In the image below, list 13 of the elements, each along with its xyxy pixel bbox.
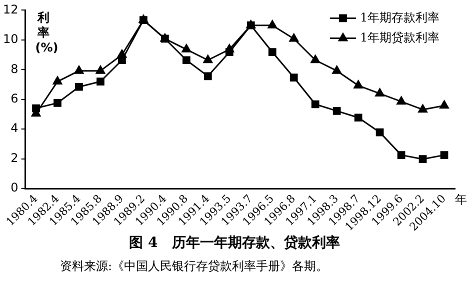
legend-label: 1年期贷款利率: [360, 30, 440, 44]
legend-label: 1年期存款利率: [360, 10, 440, 24]
y-axis-title: 利率(%): [35, 10, 58, 54]
y-tick-label: 2: [10, 150, 18, 165]
y-tick-label: 12: [2, 2, 18, 16]
text: 资料来源:《中国人民银行存贷款利率手册》各期。: [60, 258, 328, 275]
y-tick-label: 8: [10, 62, 18, 76]
y-tick-label: 6: [10, 91, 18, 106]
text: 图 4 历年一年期存款、贷款利率: [128, 234, 341, 252]
y-tick-label: 4: [10, 121, 18, 136]
y-tick-label: 0: [10, 180, 18, 195]
x-axis-title: 年: [455, 192, 467, 207]
y-tick-label: 10: [2, 32, 18, 46]
